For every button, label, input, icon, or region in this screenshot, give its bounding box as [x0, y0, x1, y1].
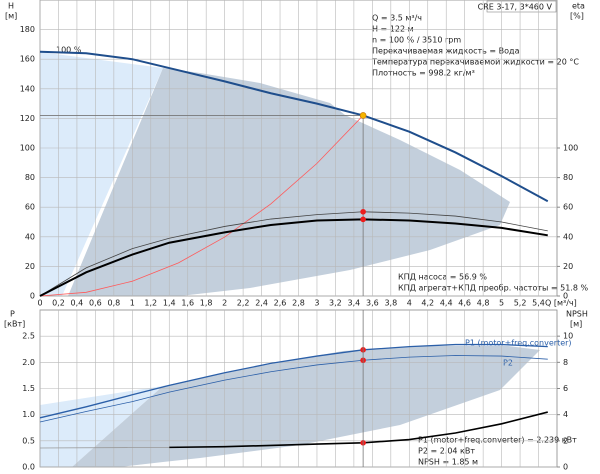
info: Q = 3.5 м³/ч	[372, 14, 422, 23]
x-tick-label: 4	[407, 299, 412, 308]
series-line	[39, 211, 548, 297]
y-tick-label: 0	[30, 292, 35, 301]
y2-tick-label: 0	[563, 463, 568, 472]
x-tick-label: 1	[130, 299, 135, 308]
info: H = 122 м	[372, 25, 414, 34]
y-tick-label: 0.5	[22, 436, 35, 445]
x-tick-label: 4,4	[440, 299, 453, 308]
x-tick-label: 5,4	[532, 299, 545, 308]
x-tick-label: 4,2	[421, 299, 434, 308]
x-tick-label: 1,4	[163, 299, 176, 308]
annotation: КПД насоса = 56.9 %	[398, 273, 487, 282]
info: n = 100 % / 3510 rpm	[372, 36, 461, 45]
x-axis-label: Q [м³/ч]	[545, 299, 577, 308]
series-label: P1 (motor+freq.converter)	[465, 339, 572, 348]
y-tick-label: 2.0	[22, 358, 35, 367]
x-tick-label: 2,4	[255, 299, 268, 308]
info: Перекачиваемая жидкость = Вода	[372, 47, 520, 56]
y-axis-label: H	[8, 2, 14, 11]
x-tick-label: 5,2	[514, 299, 527, 308]
chart-title: CRE 3-17, 3*460 V	[478, 3, 553, 12]
y2-tick-label: 80	[563, 173, 573, 182]
y-tick-label: 1.0	[22, 410, 35, 419]
series-line	[39, 343, 548, 419]
x-tick-label: 0,8	[107, 299, 120, 308]
x-tick-label: 3,8	[384, 299, 397, 308]
x-tick-label: 0,6	[89, 299, 102, 308]
y2-tick-label: 6	[563, 384, 568, 393]
x-tick-label: 0	[37, 299, 42, 308]
x-tick-label: 1,2	[144, 299, 157, 308]
x-tick-label: 3,6	[366, 299, 379, 308]
y-axis-label: P	[10, 310, 15, 319]
info: Плотность = 998.2 кг/м³	[372, 69, 475, 78]
y2-tick-label: 8	[563, 358, 568, 367]
y-tick-label: 80	[25, 173, 35, 182]
y-tick-label: 120	[20, 114, 35, 123]
annotation: P1 (motor+freq.converter) = 2.239 кВт	[418, 436, 577, 445]
x-tick-label: 2,8	[292, 299, 305, 308]
y-tick-label: 40	[25, 232, 35, 241]
series-label: P2	[503, 359, 513, 368]
y-tick-label: 1.5	[22, 384, 35, 393]
y2-tick-label: 0	[563, 292, 568, 301]
series-line	[39, 115, 364, 297]
series-line	[39, 50, 549, 203]
x-tick-label: 2,6	[274, 299, 287, 308]
info: Температура перекачиваемой жидкости = 20…	[371, 58, 579, 67]
y-tick-label: 2.5	[22, 332, 35, 341]
y-tick-label: 160	[20, 55, 35, 64]
x-tick-label: 1,8	[200, 299, 213, 308]
annotation: P2 = 2.04 кВт	[418, 447, 475, 456]
y-tick-label: 100	[20, 144, 35, 153]
title-box	[486, 0, 557, 13]
annotation: NPSH = 1.85 м	[418, 458, 478, 467]
power-range	[72, 346, 540, 467]
x-tick-label: 3	[314, 299, 319, 308]
x-tick-label: 0,2	[52, 299, 65, 308]
y-tick-label: 180	[20, 25, 35, 34]
y-axis-unit: [м]	[5, 12, 17, 21]
x-tick-label: 0,4	[71, 299, 84, 308]
y2-tick-label: 60	[563, 203, 573, 212]
annotation: 100 %	[56, 46, 82, 55]
duty-point	[359, 112, 367, 119]
operating-range	[68, 68, 510, 296]
series-line	[39, 355, 548, 423]
x-tick-label: 4,6	[458, 299, 471, 308]
y2-tick-label: 4	[563, 410, 568, 419]
x-tick-label: 1,6	[181, 299, 194, 308]
y2-tick-label: 2	[563, 436, 568, 445]
x-tick-label: 2	[222, 299, 227, 308]
y2-axis-unit: [м]	[570, 320, 582, 329]
x-tick-label: 5	[499, 299, 504, 308]
y-tick-label: 60	[25, 203, 35, 212]
y-tick-label: 140	[20, 84, 35, 93]
y2-tick-label: 20	[563, 262, 573, 271]
x-tick-label: 2,2	[237, 299, 250, 308]
y-tick-label: 20	[25, 262, 35, 271]
y2-tick-label: 40	[563, 232, 573, 241]
y2-axis-label: eta	[572, 2, 585, 11]
operating-point	[360, 208, 366, 215]
series-line	[39, 446, 170, 449]
y2-tick-label: 10	[563, 332, 573, 341]
y2-tick-label: 100	[563, 144, 578, 153]
operating-point	[360, 216, 366, 223]
y2-axis-unit: [%]	[570, 12, 584, 21]
x-tick-label: 3,2	[329, 299, 342, 308]
y-tick-label: 0.0	[22, 463, 35, 472]
annotation: КПД агрегат+КПД преобр. частоты = 51.8 %	[398, 284, 588, 293]
y2-axis-label: NPSH	[566, 310, 588, 319]
series-line	[39, 218, 548, 297]
x-tick-label: 4,8	[477, 299, 490, 308]
x-tick-label: 3,4	[348, 299, 361, 308]
y-axis-unit: [кВт]	[4, 320, 25, 329]
